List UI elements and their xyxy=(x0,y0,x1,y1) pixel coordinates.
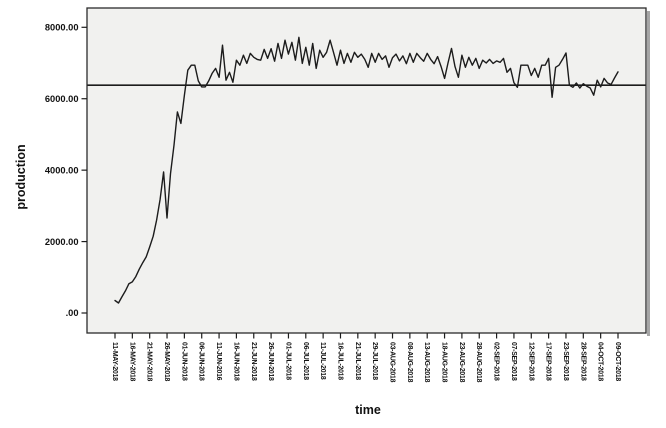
x-axis-tick-label: 01-JUL-2018 xyxy=(284,342,291,380)
y-axis-tick-label: 6000.00 xyxy=(45,94,79,104)
y-axis-tick-label: 8000.00 xyxy=(45,23,79,33)
x-axis-tick-label: 23-AUG-2018 xyxy=(458,342,465,383)
x-axis-tick-label: 12-SEP-2018 xyxy=(527,342,534,381)
x-axis-tick-label: 11-JUN-2016 xyxy=(215,342,222,381)
x-axis-tick-label: 09-OCT-2018 xyxy=(614,342,621,381)
x-axis-tick-label: 03-AUG-2018 xyxy=(389,342,396,383)
x-axis-tick-label: 21-JUN-2018 xyxy=(250,342,257,381)
x-axis-tick-label: 28-AUG-2018 xyxy=(475,342,482,383)
x-axis-tick-label: 26-MAY-2018 xyxy=(163,342,170,382)
x-axis-tick-label: 13-AUG-2018 xyxy=(423,342,430,383)
x-axis-tick-label: 29-JUL-2018 xyxy=(371,342,378,380)
x-axis-title: time xyxy=(355,403,381,417)
x-axis-tick-label: 06-JUL-2018 xyxy=(302,342,309,380)
y-axis-tick-label: .00 xyxy=(66,308,79,318)
x-axis-tick-label: 16-JUN-2018 xyxy=(232,342,239,381)
x-axis-tick-label: 16-MAY-2018 xyxy=(128,342,135,382)
x-axis-tick-label: 16-JUL-2018 xyxy=(337,342,344,380)
x-axis-tick-label: 21-MAY-2018 xyxy=(146,342,153,382)
panel-shadow xyxy=(647,11,650,336)
x-axis-tick-label: 08-AUG-2018 xyxy=(406,342,413,383)
x-axis-tick-label: 26-JUN-2018 xyxy=(267,342,274,381)
x-axis-tick-label: 11-MAY-2018 xyxy=(111,342,118,381)
x-axis-tick-label: 02-SEP-2018 xyxy=(493,342,500,381)
y-axis-title: production xyxy=(14,144,28,210)
production-series-line xyxy=(114,36,619,304)
x-axis-tick-label: 21-JUL-2018 xyxy=(354,342,361,380)
x-axis-tick-label: 28-SEP-2018 xyxy=(579,342,586,381)
x-axis-tick-label: 07-SEP-2018 xyxy=(510,342,517,381)
y-axis-tick-label: 4000.00 xyxy=(45,165,79,175)
x-axis-tick-label: 11-JUL-2018 xyxy=(319,342,326,380)
y-axis-tick-label: 2000.00 xyxy=(45,237,79,247)
x-axis-tick-label: 01-JUN-2018 xyxy=(180,342,187,381)
x-axis-tick-label: 17-SEP-2018 xyxy=(545,342,552,381)
x-axis-tick-label: 06-JUN-2018 xyxy=(198,342,205,381)
x-axis-tick-label: 18-AUG-2018 xyxy=(441,342,448,383)
x-axis-tick-label: 23-SEP-2018 xyxy=(562,342,569,381)
x-axis-tick-label: 04-OCT-2018 xyxy=(597,342,604,381)
